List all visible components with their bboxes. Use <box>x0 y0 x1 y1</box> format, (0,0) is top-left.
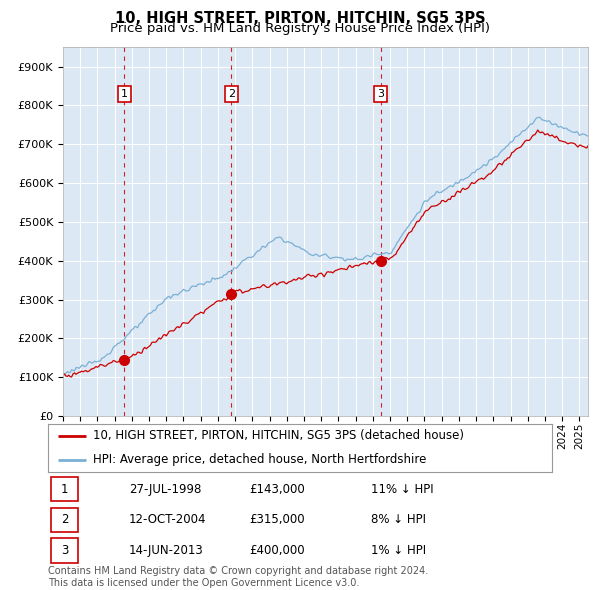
Text: 1% ↓ HPI: 1% ↓ HPI <box>371 544 425 557</box>
Text: Price paid vs. HM Land Registry's House Price Index (HPI): Price paid vs. HM Land Registry's House … <box>110 22 490 35</box>
Text: 27-JUL-1998: 27-JUL-1998 <box>128 483 201 496</box>
Text: 14-JUN-2013: 14-JUN-2013 <box>128 544 203 557</box>
Text: 2: 2 <box>61 513 68 526</box>
Text: 1: 1 <box>61 483 68 496</box>
Text: 11% ↓ HPI: 11% ↓ HPI <box>371 483 433 496</box>
Text: £315,000: £315,000 <box>250 513 305 526</box>
Text: £143,000: £143,000 <box>250 483 305 496</box>
FancyBboxPatch shape <box>50 538 78 563</box>
Text: 2: 2 <box>228 88 235 99</box>
Text: Contains HM Land Registry data © Crown copyright and database right 2024.
This d: Contains HM Land Registry data © Crown c… <box>48 566 428 588</box>
Text: 10, HIGH STREET, PIRTON, HITCHIN, SG5 3PS: 10, HIGH STREET, PIRTON, HITCHIN, SG5 3P… <box>115 11 485 25</box>
FancyBboxPatch shape <box>50 477 78 502</box>
Text: £400,000: £400,000 <box>250 544 305 557</box>
Text: HPI: Average price, detached house, North Hertfordshire: HPI: Average price, detached house, Nort… <box>94 453 427 467</box>
Text: 3: 3 <box>377 88 384 99</box>
FancyBboxPatch shape <box>50 507 78 532</box>
Text: 8% ↓ HPI: 8% ↓ HPI <box>371 513 425 526</box>
Text: 10, HIGH STREET, PIRTON, HITCHIN, SG5 3PS (detached house): 10, HIGH STREET, PIRTON, HITCHIN, SG5 3P… <box>94 429 464 442</box>
Text: 3: 3 <box>61 544 68 557</box>
Text: 12-OCT-2004: 12-OCT-2004 <box>128 513 206 526</box>
Text: 1: 1 <box>121 88 128 99</box>
